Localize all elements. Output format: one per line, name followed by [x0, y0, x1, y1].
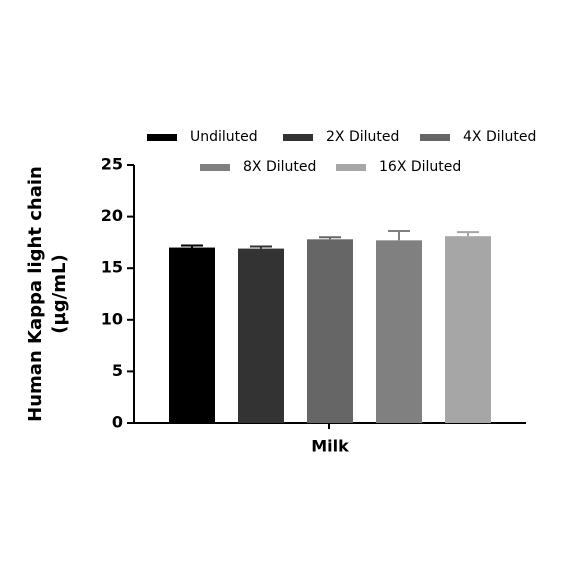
- y-axis-label: (µg/mL): [49, 254, 70, 333]
- bar: [376, 240, 422, 423]
- legend-label: 8X Diluted: [243, 159, 316, 175]
- y-tick-label: 25: [101, 155, 123, 174]
- bar: [238, 248, 284, 423]
- legend-swatch: [147, 134, 177, 141]
- y-tick-label: 15: [101, 258, 123, 277]
- y-axis-label: Human Kappa light chain: [25, 166, 46, 422]
- legend-label: Undiluted: [190, 129, 258, 145]
- error-bar: [319, 236, 341, 240]
- x-tick-label: Milk: [311, 437, 349, 456]
- legend-swatch: [200, 164, 230, 171]
- error-bar: [457, 231, 479, 237]
- legend-swatch: [283, 134, 313, 141]
- error-bar: [181, 244, 203, 248]
- error-bar: [388, 230, 410, 241]
- error-bar: [250, 245, 272, 249]
- legend-label: 4X Diluted: [463, 129, 536, 145]
- legend-label: 16X Diluted: [379, 159, 461, 175]
- y-tick-label: 20: [101, 206, 123, 225]
- legend-label: 2X Diluted: [326, 129, 399, 145]
- y-tick-label: 10: [101, 309, 123, 328]
- legend-swatch: [336, 164, 366, 171]
- bar: [169, 247, 215, 423]
- bar: [445, 236, 491, 423]
- y-tick-label: 0: [112, 413, 123, 432]
- y-tick-label: 5: [112, 361, 123, 380]
- bar: [307, 239, 353, 423]
- y-axis-title: Human Kappa light chain (µg/mL): [25, 166, 70, 422]
- legend-swatch: [420, 134, 450, 141]
